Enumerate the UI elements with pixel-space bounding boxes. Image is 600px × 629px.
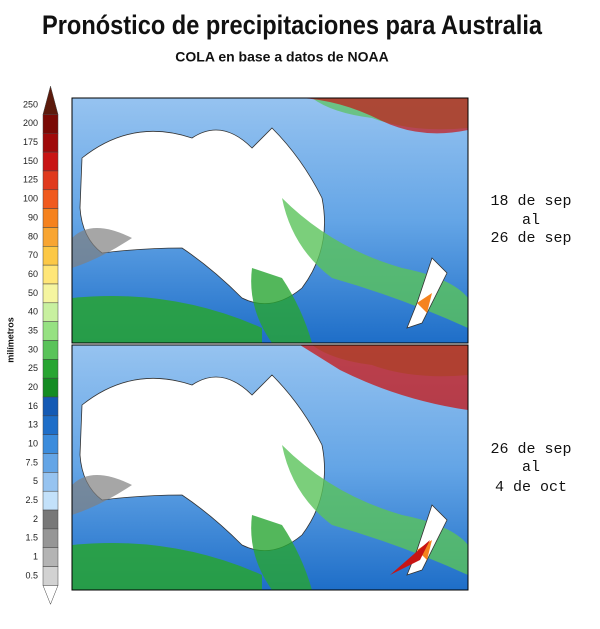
period-label: al [522, 212, 540, 229]
colorbar-segment [42, 283, 59, 304]
colorbar-label: 13 [28, 420, 38, 430]
colorbar-label: 10 [28, 438, 38, 448]
colorbar-segment [42, 396, 59, 417]
colorbar-segment [42, 547, 59, 567]
colorbar-label: 2.5 [25, 495, 38, 505]
colorbar-segment [42, 246, 59, 266]
colorbar-label: 90 [28, 212, 38, 222]
colorbar-label: 25 [28, 363, 38, 373]
unit-label: milímetros [5, 317, 15, 363]
map-panel [71, 344, 469, 591]
period-label: 26 de sep [490, 441, 571, 458]
colorbar-label: 80 [28, 231, 38, 241]
colorbar-segment [42, 566, 59, 586]
colorbar-segment [42, 415, 59, 435]
colorbar-segment [42, 151, 59, 172]
colorbar-segment [42, 490, 59, 511]
colorbar-label: 35 [28, 325, 38, 335]
colorbar-label: 7.5 [25, 457, 38, 467]
colorbar-label: 50 [28, 288, 38, 298]
colorbar-label: 40 [28, 307, 38, 317]
colorbar-segment [42, 264, 59, 285]
colorbar-label: 175 [23, 137, 38, 147]
colorbar-label: 60 [28, 269, 38, 279]
period-label: 26 de sep [490, 230, 571, 247]
colorbar-segment [42, 227, 59, 247]
colorbar-segment [42, 509, 59, 530]
period-label: 4 de oct [495, 479, 567, 496]
colorbar: 2502001751501251009080706050403530252016… [23, 85, 59, 605]
colorbar-label: 150 [23, 156, 38, 166]
colorbar-segment [42, 170, 59, 191]
subtitle: COLA en base a datos de NOAA [175, 49, 388, 65]
colorbar-label: 100 [23, 194, 38, 204]
colorbar-segment [42, 189, 59, 209]
colorbar-arrow [42, 85, 59, 115]
colorbar-segment [42, 434, 59, 454]
colorbar-label: 1.5 [25, 533, 38, 543]
colorbar-label: 125 [23, 175, 38, 185]
colorbar-segment [42, 359, 59, 379]
colorbar-label: 5 [33, 476, 38, 486]
colorbar-segment [42, 340, 59, 360]
colorbar-label: 1 [33, 552, 38, 562]
colorbar-label: 16 [28, 401, 38, 411]
colorbar-segment [42, 528, 59, 548]
colorbar-segment [42, 114, 59, 134]
colorbar-segment [42, 321, 59, 341]
colorbar-segment [42, 302, 59, 322]
colorbar-segment [42, 472, 59, 492]
period-label: 18 de sep [490, 193, 571, 210]
colorbar-label: 200 [23, 118, 38, 128]
title: Pronóstico de precipitaciones para Austr… [42, 10, 543, 40]
colorbar-label: 250 [23, 99, 38, 109]
map-panel [71, 97, 469, 344]
colorbar-label: 30 [28, 344, 38, 354]
colorbar-segment [42, 377, 59, 398]
colorbar-label: 70 [28, 250, 38, 260]
colorbar-segment [42, 208, 59, 228]
colorbar-segment [42, 133, 59, 153]
colorbar-arrow [42, 585, 59, 605]
period-label: al [522, 459, 540, 476]
colorbar-label: 20 [28, 382, 38, 392]
colorbar-label: 2 [33, 514, 38, 524]
colorbar-segment [42, 453, 59, 473]
colorbar-label: 0.5 [25, 570, 38, 580]
